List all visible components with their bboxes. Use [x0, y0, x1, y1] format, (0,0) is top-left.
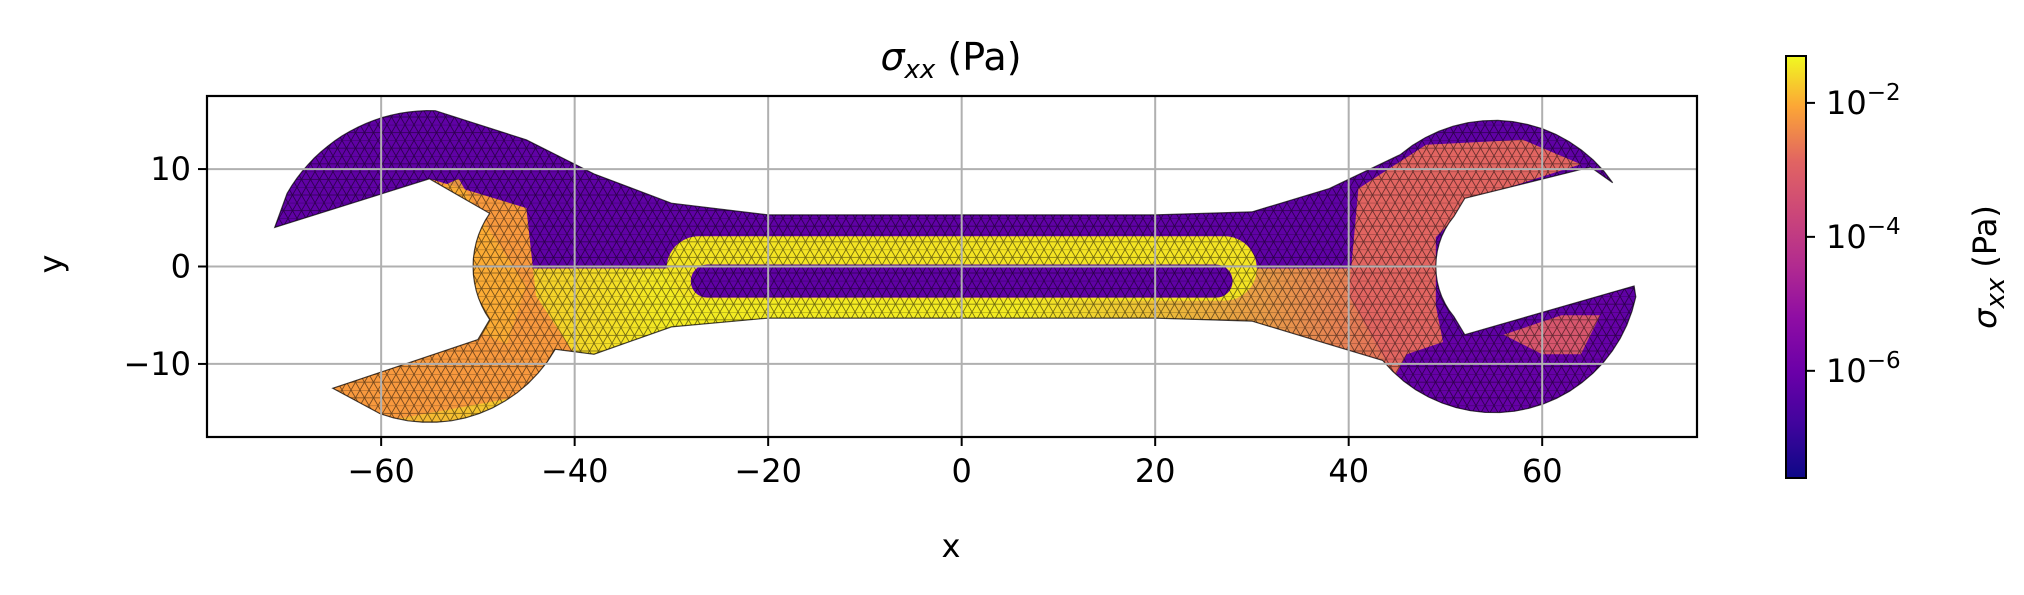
wrench-body	[274, 110, 1636, 423]
x-tick-label: −40	[541, 452, 609, 490]
y-tick-label: −10	[123, 345, 191, 383]
stress-field	[273, 109, 1637, 423]
colorbar-ticks: 10−6 10−4 10−2	[1806, 80, 1901, 390]
x-tick-label: −20	[734, 452, 802, 490]
x-tick-label: 20	[1135, 452, 1176, 490]
x-tick-labels: −60 −40 −20 0 20 40 60	[347, 452, 1562, 490]
title-subscript: xx	[904, 55, 936, 85]
colorbar	[1785, 55, 1807, 479]
chart-title: σxx (Pa)	[880, 35, 1021, 85]
x-axis-label: x	[942, 527, 961, 565]
y-tick-labels: −10 0 10	[123, 150, 191, 383]
y-tick-label: 10	[150, 150, 191, 188]
x-tick-label: 40	[1328, 452, 1369, 490]
title-unit: (Pa)	[935, 35, 1021, 79]
x-tick-label: −60	[347, 452, 415, 490]
colorbar-tick-label: 10−2	[1826, 80, 1901, 122]
x-tick-label: 60	[1522, 452, 1563, 490]
title-symbol: σ	[880, 35, 906, 79]
colorbar-label: σxx (Pa)	[1966, 205, 2011, 329]
colorbar-tick-label: 10−4	[1826, 214, 1901, 256]
wrench-outline	[273, 109, 1637, 423]
grid	[198, 96, 1697, 446]
colorbar-tick-label: 10−6	[1826, 348, 1901, 390]
y-axis-label: y	[32, 255, 70, 274]
axes-frame	[205, 94, 1699, 439]
x-tick-label: 0	[951, 452, 971, 490]
y-tick-label: 0	[171, 248, 191, 286]
